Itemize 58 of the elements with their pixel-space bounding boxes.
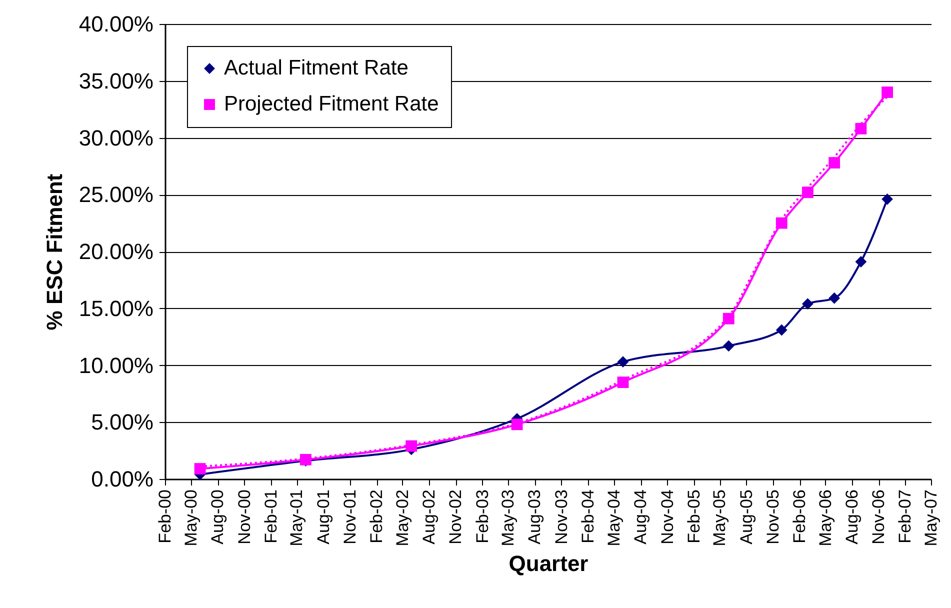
x-tick-label: May-01 bbox=[287, 490, 306, 546]
x-tick-label: Aug-06 bbox=[842, 490, 862, 544]
point bbox=[802, 186, 814, 198]
x-tick-label: May-00 bbox=[182, 490, 201, 546]
point bbox=[617, 356, 629, 368]
y-tick-label: 10.00% bbox=[78, 352, 154, 378]
point bbox=[855, 256, 867, 268]
x-tick-label: Aug-00 bbox=[208, 490, 228, 544]
x-tick-label: May-04 bbox=[604, 490, 624, 546]
x-tick-label: May-06 bbox=[816, 490, 835, 546]
x-tick-label: May-05 bbox=[710, 490, 730, 546]
point bbox=[882, 86, 893, 98]
x-tick-label: May-07 bbox=[922, 490, 940, 546]
x-tick-label: Feb-01 bbox=[261, 490, 280, 544]
x-tick-label: Feb-06 bbox=[790, 490, 810, 544]
y-tick-label: 15.00% bbox=[78, 296, 154, 321]
point bbox=[828, 157, 840, 168]
x-tick-label: May-02 bbox=[392, 490, 412, 546]
x-tick-label: Nov-04 bbox=[658, 490, 677, 544]
y-tick-label: 35.00% bbox=[78, 68, 154, 94]
point bbox=[802, 298, 814, 310]
x-tick-label: Nov-01 bbox=[340, 490, 360, 544]
x-tick-label: Nov-02 bbox=[446, 490, 466, 544]
y-tick-label: 5.00% bbox=[91, 410, 154, 435]
point bbox=[194, 463, 206, 474]
x-tick-label: Feb-02 bbox=[367, 490, 386, 544]
y-tick-label: 25.00% bbox=[78, 182, 154, 208]
legend-label: Actual Fitment Rate bbox=[224, 56, 408, 80]
y-tick-label: 40.00% bbox=[78, 12, 154, 36]
point bbox=[722, 340, 734, 352]
y-axis-title: % ESC Fitment bbox=[42, 173, 67, 330]
x-tick-label: Aug-02 bbox=[420, 490, 439, 544]
y-tick-label: 0.00% bbox=[91, 466, 154, 492]
x-tick-label: Nov-06 bbox=[869, 490, 888, 544]
y-tick-label: 30.00% bbox=[78, 125, 154, 150]
legend-label: Projected Fitment Rate bbox=[224, 92, 439, 116]
x-tick-label: Feb-07 bbox=[896, 490, 915, 544]
point bbox=[776, 217, 788, 229]
x-tick-label: Nov-05 bbox=[763, 490, 782, 544]
x-tick-label: Aug-04 bbox=[631, 490, 650, 544]
x-tick-label: Feb-03 bbox=[472, 490, 492, 544]
point bbox=[882, 193, 893, 205]
x-tick-label: Feb-04 bbox=[578, 490, 598, 544]
x-tick-label: Feb-05 bbox=[684, 490, 704, 544]
x-tick-label: Aug-05 bbox=[736, 490, 756, 544]
x-tick-label: Nov-03 bbox=[552, 490, 571, 544]
point bbox=[855, 122, 867, 134]
x-axis-title: Quarter bbox=[508, 551, 589, 576]
point bbox=[722, 312, 734, 324]
x-tick-label: May-03 bbox=[498, 490, 518, 546]
x-tick-label: Nov-00 bbox=[234, 490, 254, 544]
point bbox=[776, 324, 788, 336]
x-tick-label: Feb-00 bbox=[156, 490, 174, 544]
y-tick-label: 20.00% bbox=[78, 239, 154, 264]
point bbox=[406, 440, 418, 452]
x-tick-label: Aug-01 bbox=[314, 490, 333, 544]
x-tick-label: Aug-03 bbox=[525, 490, 544, 544]
point bbox=[828, 292, 840, 304]
